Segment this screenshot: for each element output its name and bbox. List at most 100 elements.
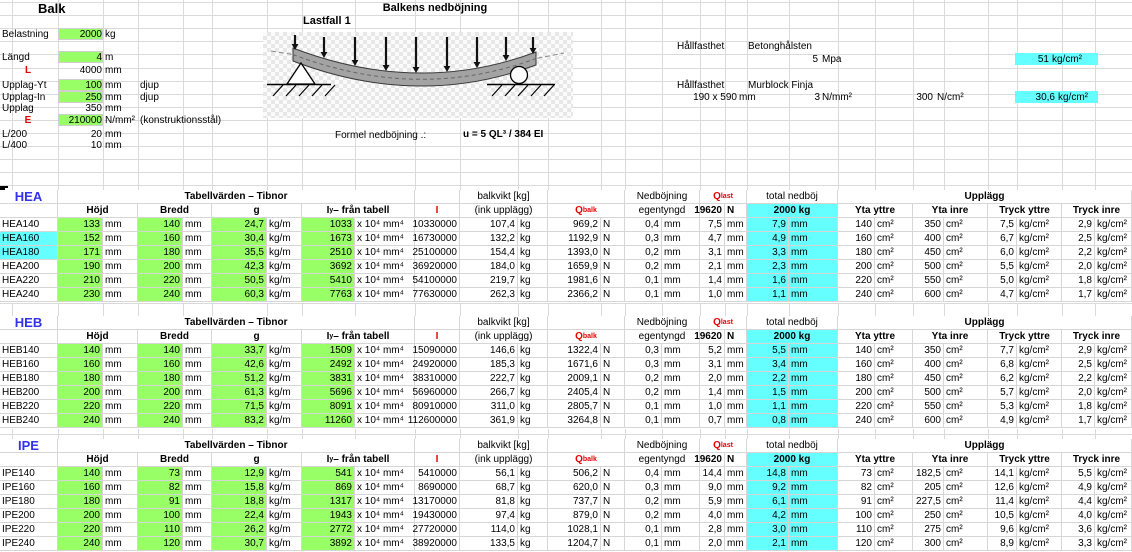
unit-cell[interactable]: mm [183, 260, 212, 274]
unit-cell[interactable]: kg/cm² [1095, 523, 1132, 537]
unit-cell[interactable]: kg [518, 537, 548, 551]
unit-cell[interactable]: cm² [944, 288, 988, 302]
unit-cell[interactable]: mm [725, 537, 747, 551]
unit-cell[interactable]: cm² [944, 509, 988, 523]
unit-cell[interactable]: cm² [875, 523, 913, 537]
unit-cell[interactable]: kg [518, 400, 548, 414]
unit-cell[interactable]: mm [183, 358, 212, 372]
unit-cell[interactable]: N [601, 400, 625, 414]
qlast-value-header[interactable]: 19620 [694, 204, 725, 218]
value-cell[interactable]: 160 [58, 358, 103, 372]
value-cell[interactable]: 0,1 [625, 523, 662, 537]
g-header[interactable]: g [212, 453, 302, 467]
value-cell[interactable]: 2,2 [747, 372, 789, 386]
value-cell[interactable]: 1028,1 [548, 523, 601, 537]
value-cell[interactable]: 0,2 [625, 260, 662, 274]
unit-cell[interactable]: mm [662, 260, 700, 274]
unit-cell[interactable]: mm [789, 246, 838, 260]
unit-cell[interactable]: mm [103, 414, 138, 428]
unit-cell[interactable]: kg [518, 386, 548, 400]
value-cell[interactable]: 0,2 [625, 509, 662, 523]
tabellvarden-header[interactable]: Tabellvärden – Tibnor [58, 190, 415, 204]
unit-cell[interactable]: mm [183, 481, 212, 495]
value-cell[interactable]: 205 [913, 481, 944, 495]
unit-cell[interactable]: mm [183, 495, 212, 509]
value-cell[interactable]: 2,0 [1062, 386, 1095, 400]
row-name-cell[interactable]: IPE160 [0, 481, 58, 495]
value-cell[interactable]: 140 [838, 344, 875, 358]
upplagg-header[interactable]: Upplägg [838, 316, 1132, 330]
unit-cell[interactable]: kg/cm² [1095, 467, 1132, 481]
unit-cell[interactable]: N [601, 218, 625, 232]
value-cell[interactable]: 4,4 [1062, 495, 1095, 509]
value-cell[interactable]: 14,1 [988, 467, 1017, 481]
value-cell[interactable]: 61,3 [212, 386, 267, 400]
value-cell[interactable]: 110 [138, 523, 183, 537]
value-cell[interactable]: 350 [913, 218, 944, 232]
value-cell[interactable]: 12,9 [212, 467, 267, 481]
i-value-cell[interactable]: 10330000 [413, 218, 460, 232]
value-cell[interactable]: 3892 [302, 537, 355, 551]
value-cell[interactable]: 5,5 [747, 344, 789, 358]
value-cell[interactable]: 140 [58, 344, 103, 358]
unit-cell[interactable]: kg/cm² [1017, 372, 1062, 386]
unit-cell[interactable]: kg/cm² [1095, 414, 1132, 428]
unit-cell[interactable]: mm [183, 288, 212, 302]
value-cell[interactable]: 0,4 [625, 467, 662, 481]
i-value-cell[interactable]: 24920000 [413, 358, 460, 372]
value-cell[interactable]: 0,3 [625, 344, 662, 358]
value-cell[interactable]: 450 [913, 246, 944, 260]
unit-cell[interactable]: cm² [875, 260, 913, 274]
value-cell[interactable]: 2,5 [1062, 358, 1095, 372]
value-cell[interactable]: 400 [913, 232, 944, 246]
value-cell[interactable]: 50,5 [212, 274, 267, 288]
empty-cell[interactable] [548, 190, 625, 204]
unit-cell[interactable]: x 10⁴ mm⁴ [355, 260, 415, 274]
unit-cell[interactable]: cm² [875, 358, 913, 372]
value-cell[interactable]: 1673 [302, 232, 355, 246]
unit-cell[interactable]: kg/cm² [1017, 274, 1062, 288]
value-cell[interactable]: 240 [138, 414, 183, 428]
param-value[interactable]: 100 [85, 80, 102, 91]
value-cell[interactable]: 1,4 [700, 274, 725, 288]
nedbojning-header[interactable]: Nedböjning [625, 316, 700, 330]
unit-cell[interactable]: cm² [875, 372, 913, 386]
i-value-cell[interactable]: 19430000 [413, 509, 460, 523]
unit-cell[interactable]: N [601, 232, 625, 246]
unit-cell[interactable]: x 10⁴ mm⁴ [355, 372, 415, 386]
value-cell[interactable]: 180 [138, 372, 183, 386]
value-cell[interactable]: 4,9 [747, 232, 789, 246]
tryck-inre-header[interactable]: Tryck inre [1062, 204, 1132, 218]
value-cell[interactable]: 3,1 [700, 246, 725, 260]
param-label[interactable]: Belastning [2, 29, 49, 40]
unit-cell[interactable]: N [601, 274, 625, 288]
unit-cell[interactable]: mm [103, 274, 138, 288]
value-cell[interactable]: 26,2 [212, 523, 267, 537]
unit-cell[interactable]: mm [725, 372, 747, 386]
value-cell[interactable]: 83,2 [212, 414, 267, 428]
unit-cell[interactable]: mm [662, 232, 700, 246]
unit-cell[interactable]: cm² [944, 400, 988, 414]
unit-cell[interactable]: cm² [944, 358, 988, 372]
unit-cell[interactable]: kg/cm² [1095, 372, 1132, 386]
unit-cell[interactable]: mm [662, 344, 700, 358]
unit-cell[interactable]: mm [662, 386, 700, 400]
strength-value[interactable]: 3 [814, 92, 820, 103]
param-value-cell[interactable] [58, 114, 103, 126]
value-cell[interactable]: 154,4 [460, 246, 518, 260]
value-cell[interactable]: 2510 [302, 246, 355, 260]
upplagg-header[interactable]: Upplägg [838, 439, 1132, 453]
value-cell[interactable]: 210 [58, 274, 103, 288]
value-cell[interactable]: 160 [838, 232, 875, 246]
value-cell[interactable]: 160 [138, 232, 183, 246]
load-case-label[interactable]: Lastfall 1 [303, 15, 351, 27]
value-cell[interactable]: 220 [138, 400, 183, 414]
unit-cell[interactable]: mm [662, 509, 700, 523]
nedbojning-header[interactable]: Nedböjning [625, 190, 700, 204]
row-name-cell[interactable]: HEB160 [0, 358, 58, 372]
value-cell[interactable]: 11260 [302, 414, 355, 428]
egentyngd-header[interactable]: egentyngd [625, 453, 700, 467]
